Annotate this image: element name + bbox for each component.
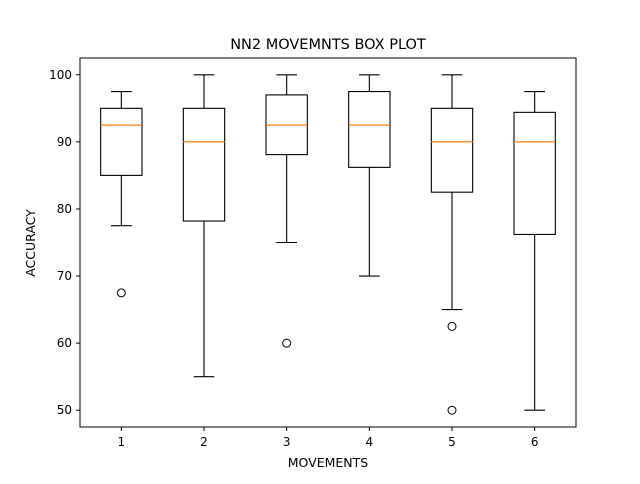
x-tick-label: 6 bbox=[531, 435, 539, 449]
x-tick-label: 5 bbox=[448, 435, 456, 449]
y-tick-label: 60 bbox=[57, 336, 72, 350]
plot-frame bbox=[79, 57, 577, 428]
iqr-box bbox=[513, 111, 556, 235]
x-tick-label: 2 bbox=[200, 435, 208, 449]
x-tick-label: 1 bbox=[118, 435, 126, 449]
outlier-point bbox=[282, 338, 292, 348]
outlier-point bbox=[116, 288, 126, 298]
y-tick-label: 50 bbox=[57, 403, 72, 417]
y-axis-label: ACCURACY bbox=[23, 209, 38, 277]
iqr-box bbox=[348, 90, 391, 168]
iqr-box bbox=[430, 107, 474, 193]
outlier-point bbox=[447, 405, 457, 415]
y-tick-label: 100 bbox=[49, 68, 72, 82]
x-tick-label: 4 bbox=[366, 435, 374, 449]
x-axis-label: MOVEMENTS bbox=[288, 455, 369, 470]
iqr-box bbox=[100, 107, 143, 176]
chart-title: NN2 MOVEMNTS BOX PLOT bbox=[230, 37, 426, 53]
x-tick-label: 3 bbox=[283, 435, 291, 449]
y-tick-label: 70 bbox=[57, 269, 72, 283]
y-tick-label: 80 bbox=[57, 202, 72, 216]
iqr-box bbox=[182, 107, 226, 222]
outlier-point bbox=[447, 321, 457, 331]
y-tick-label: 90 bbox=[57, 135, 72, 149]
plot-area: 50 60 70 80 90 100 1 2 3 4 5 6 bbox=[49, 57, 577, 449]
